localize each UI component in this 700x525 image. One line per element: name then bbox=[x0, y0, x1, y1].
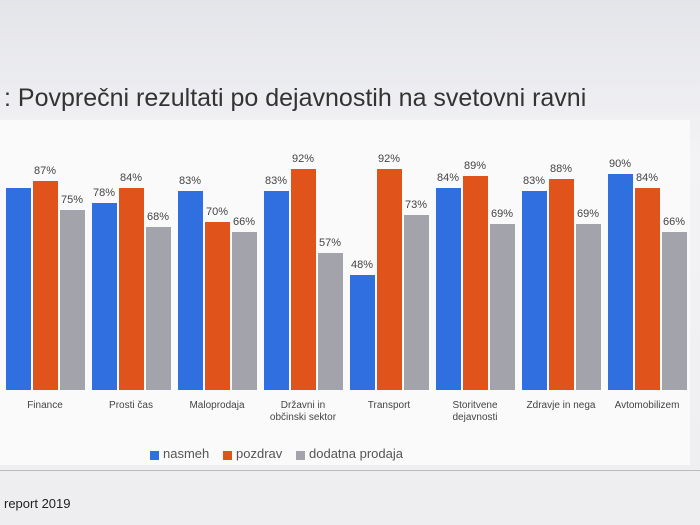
x-tick-label: Zdravje in nega bbox=[526, 400, 596, 411]
legend-label: dodatna prodaja bbox=[309, 446, 403, 461]
legend-swatch bbox=[296, 451, 305, 460]
data-label: 90% bbox=[608, 158, 632, 170]
data-label: 87% bbox=[33, 165, 57, 178]
data-label: 92% bbox=[291, 153, 315, 166]
data-label: 83% bbox=[178, 174, 202, 187]
bar bbox=[204, 222, 230, 390]
legend-swatch bbox=[223, 451, 232, 460]
bar bbox=[32, 181, 58, 390]
data-label: 68% bbox=[146, 210, 170, 223]
bar bbox=[521, 190, 547, 390]
bar bbox=[177, 190, 203, 390]
data-label: 84% bbox=[436, 172, 460, 185]
bar bbox=[317, 253, 343, 390]
data-label: 75% bbox=[60, 194, 84, 206]
x-tick-label: Avtomobilizem bbox=[614, 400, 680, 411]
data-label: 83% bbox=[522, 174, 546, 187]
data-label: 78% bbox=[92, 186, 116, 199]
data-label: 84% bbox=[119, 172, 143, 185]
bar bbox=[607, 174, 633, 390]
data-label: 89% bbox=[463, 160, 487, 173]
bar bbox=[145, 226, 171, 390]
data-label: 70% bbox=[205, 206, 229, 218]
bar bbox=[5, 188, 31, 390]
data-label: 84% bbox=[635, 172, 659, 185]
data-label: 69% bbox=[490, 208, 514, 221]
bar bbox=[403, 214, 429, 390]
legend-swatch bbox=[150, 451, 159, 460]
x-tick-label: Storitvene dejavnosti bbox=[452, 400, 498, 423]
x-tick-label: Transport bbox=[367, 400, 411, 411]
data-label: 57% bbox=[318, 237, 342, 250]
data-label: 69% bbox=[576, 208, 600, 221]
bar bbox=[548, 178, 574, 390]
bar bbox=[376, 169, 402, 390]
bar bbox=[489, 224, 515, 390]
bar bbox=[290, 169, 316, 390]
bar bbox=[634, 188, 660, 390]
legend-label: nasmeh bbox=[163, 446, 210, 461]
footer: report 2019 bbox=[4, 496, 71, 511]
legend-label: pozdrav bbox=[236, 446, 283, 461]
x-tick-label: Prosti čas bbox=[109, 400, 153, 411]
data-label: 73% bbox=[404, 198, 428, 211]
bar bbox=[59, 210, 85, 390]
separator bbox=[0, 470, 700, 471]
data-label: 66% bbox=[232, 215, 256, 228]
bar bbox=[435, 188, 461, 390]
data-label: 88% bbox=[549, 162, 573, 175]
data-label: 48% bbox=[350, 258, 374, 271]
bar bbox=[349, 274, 375, 390]
bar bbox=[118, 188, 144, 390]
x-tick-label: Državni in občinski sektor bbox=[269, 400, 337, 423]
data-label: 66% bbox=[662, 215, 686, 228]
data-label: 83% bbox=[264, 174, 288, 187]
x-tick-label: Finance bbox=[27, 400, 63, 411]
bar bbox=[575, 224, 601, 390]
bar bbox=[462, 176, 488, 390]
bar bbox=[661, 231, 687, 390]
bar bbox=[231, 231, 257, 390]
x-tick-label: Maloprodaja bbox=[189, 400, 245, 411]
data-label: 92% bbox=[377, 153, 401, 166]
bar bbox=[263, 190, 289, 390]
chart-title: : Povprečni rezultati po dejavnostih na … bbox=[4, 84, 587, 112]
bar bbox=[91, 202, 117, 390]
